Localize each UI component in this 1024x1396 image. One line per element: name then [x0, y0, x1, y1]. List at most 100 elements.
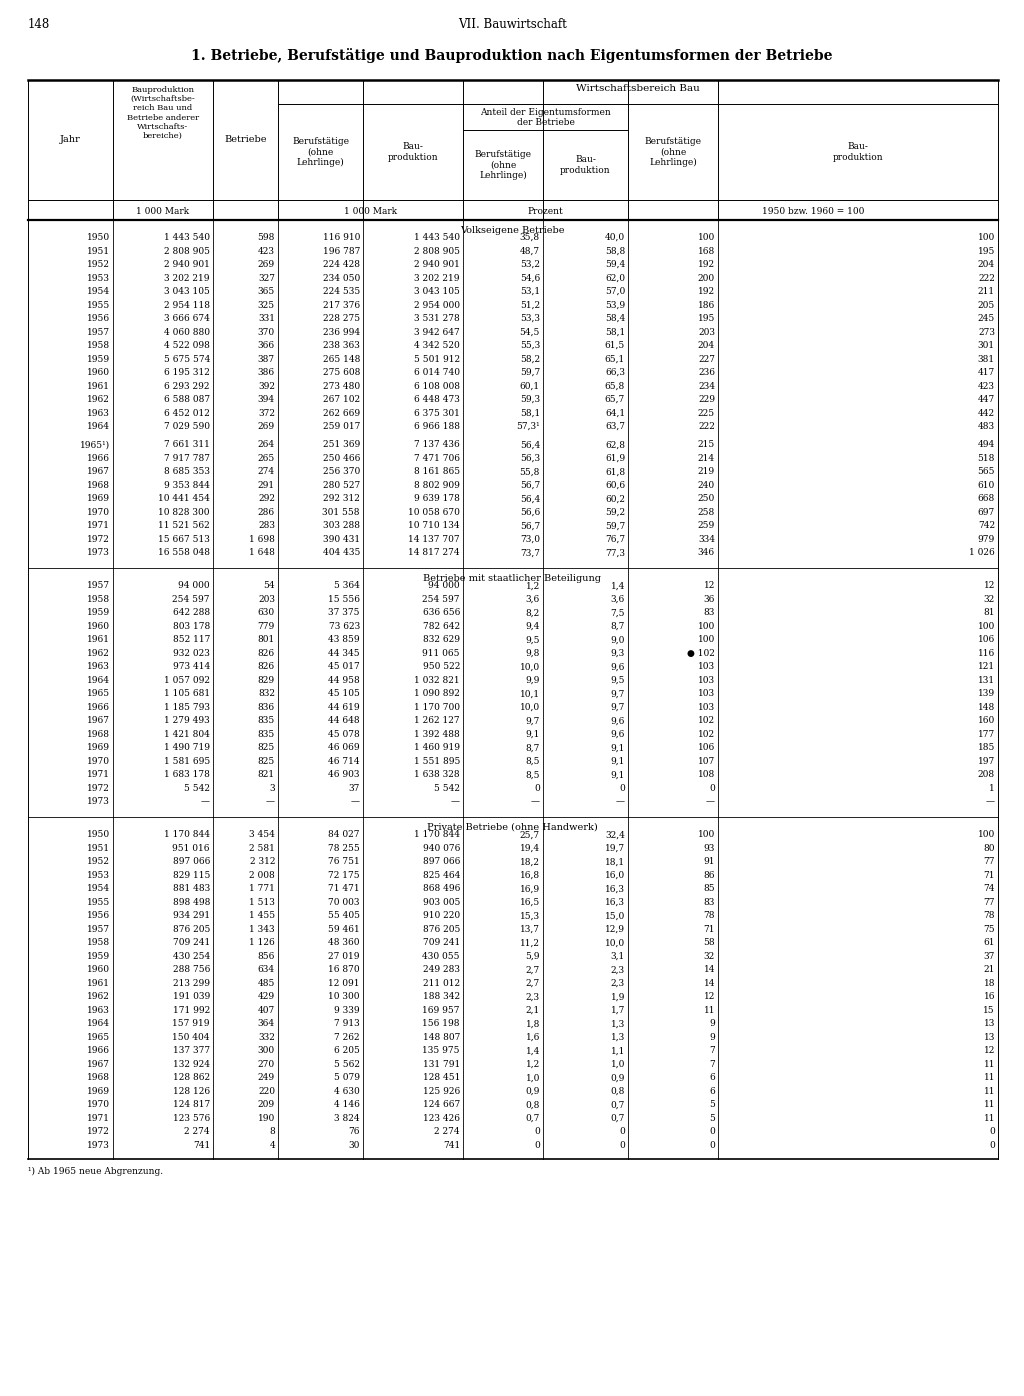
Text: 157 919: 157 919: [172, 1019, 210, 1029]
Text: 2 940 901: 2 940 901: [164, 260, 210, 269]
Text: 1950 bzw. 1960 = 100: 1950 bzw. 1960 = 100: [762, 207, 864, 215]
Text: 2,3: 2,3: [611, 979, 625, 988]
Text: 4 146: 4 146: [334, 1100, 360, 1110]
Text: 59,4: 59,4: [605, 260, 625, 269]
Text: ● 102: ● 102: [687, 649, 715, 658]
Text: 1 057 092: 1 057 092: [164, 676, 210, 685]
Text: 156 198: 156 198: [423, 1019, 460, 1029]
Text: 62,0: 62,0: [605, 274, 625, 282]
Text: 404 435: 404 435: [323, 549, 360, 557]
Text: 10 058 670: 10 058 670: [409, 508, 460, 517]
Text: 2 940 901: 2 940 901: [414, 260, 460, 269]
Text: 7 913: 7 913: [334, 1019, 360, 1029]
Text: 273: 273: [978, 328, 995, 336]
Text: 951 016: 951 016: [172, 843, 210, 853]
Text: 78: 78: [703, 912, 715, 920]
Text: 1971: 1971: [87, 771, 110, 779]
Text: 3 043 105: 3 043 105: [414, 288, 460, 296]
Text: 1 343: 1 343: [250, 926, 275, 934]
Text: 8,2: 8,2: [525, 609, 540, 617]
Text: 610: 610: [978, 480, 995, 490]
Text: 45 078: 45 078: [329, 730, 360, 738]
Text: 2 274: 2 274: [184, 1128, 210, 1136]
Text: 2 808 905: 2 808 905: [414, 247, 460, 255]
Text: 1 170 844: 1 170 844: [414, 831, 460, 839]
Text: 132 924: 132 924: [173, 1060, 210, 1069]
Text: 65,1: 65,1: [605, 355, 625, 363]
Text: 0: 0: [620, 1128, 625, 1136]
Text: 430 254: 430 254: [173, 952, 210, 960]
Text: 236: 236: [698, 369, 715, 377]
Text: 5 542: 5 542: [184, 783, 210, 793]
Text: 245: 245: [978, 314, 995, 322]
Text: 16,8: 16,8: [520, 871, 540, 879]
Text: 6: 6: [710, 1087, 715, 1096]
Text: 897 066: 897 066: [423, 857, 460, 867]
Text: Wirtschaftsbereich Bau: Wirtschaftsbereich Bau: [577, 84, 699, 94]
Text: 258: 258: [697, 508, 715, 517]
Text: 668: 668: [978, 494, 995, 504]
Text: 58,2: 58,2: [520, 355, 540, 363]
Text: 1966: 1966: [87, 1047, 110, 1055]
Text: 826: 826: [258, 649, 275, 658]
Text: 1967: 1967: [87, 716, 110, 726]
Text: 30: 30: [348, 1141, 360, 1150]
Text: 211: 211: [978, 288, 995, 296]
Text: 192: 192: [698, 260, 715, 269]
Text: Bau-
produktion: Bau- produktion: [388, 142, 438, 162]
Text: 103: 103: [698, 690, 715, 698]
Text: 37: 37: [348, 783, 360, 793]
Text: 0,8: 0,8: [525, 1100, 540, 1110]
Text: 168: 168: [697, 247, 715, 255]
Text: 1 026: 1 026: [970, 549, 995, 557]
Text: 18: 18: [983, 979, 995, 988]
Text: Bau-
produktion: Bau- produktion: [560, 155, 610, 174]
Text: 910 220: 910 220: [423, 912, 460, 920]
Text: 634: 634: [258, 966, 275, 974]
Text: 1,8: 1,8: [525, 1019, 540, 1029]
Text: 1,0: 1,0: [525, 1074, 540, 1082]
Text: 203: 203: [258, 595, 275, 604]
Text: 5 364: 5 364: [334, 581, 360, 591]
Text: 301 558: 301 558: [323, 508, 360, 517]
Text: 7: 7: [710, 1047, 715, 1055]
Text: 483: 483: [978, 422, 995, 431]
Text: 494: 494: [978, 440, 995, 450]
Text: 4 342 520: 4 342 520: [415, 341, 460, 350]
Text: 59,7: 59,7: [605, 521, 625, 530]
Text: 1 262 127: 1 262 127: [415, 716, 460, 726]
Text: 852 117: 852 117: [173, 635, 210, 645]
Text: 0: 0: [620, 1141, 625, 1150]
Text: 37: 37: [984, 952, 995, 960]
Text: 53,3: 53,3: [520, 314, 540, 322]
Text: 1 698: 1 698: [249, 535, 275, 544]
Text: 642 288: 642 288: [173, 609, 210, 617]
Text: 8: 8: [269, 1128, 275, 1136]
Text: 275 608: 275 608: [323, 369, 360, 377]
Text: 12 091: 12 091: [329, 979, 360, 988]
Text: 1959: 1959: [87, 355, 110, 363]
Text: 950 522: 950 522: [423, 662, 460, 671]
Text: 1968: 1968: [87, 1074, 110, 1082]
Text: 1964: 1964: [87, 676, 110, 685]
Text: 9,8: 9,8: [525, 649, 540, 658]
Text: 73,7: 73,7: [520, 549, 540, 557]
Text: 148 807: 148 807: [423, 1033, 460, 1041]
Text: 60,6: 60,6: [605, 480, 625, 490]
Text: 5 501 912: 5 501 912: [414, 355, 460, 363]
Text: 61,8: 61,8: [605, 468, 625, 476]
Text: 1973: 1973: [87, 1141, 110, 1150]
Text: 1957: 1957: [87, 581, 110, 591]
Text: 16: 16: [983, 993, 995, 1001]
Text: 5,9: 5,9: [525, 952, 540, 960]
Text: 84 027: 84 027: [329, 831, 360, 839]
Text: 12: 12: [703, 581, 715, 591]
Text: 7,5: 7,5: [610, 609, 625, 617]
Text: 1963: 1963: [87, 1007, 110, 1015]
Text: 71 471: 71 471: [329, 885, 360, 893]
Text: 0,9: 0,9: [610, 1074, 625, 1082]
Text: 12: 12: [703, 993, 715, 1001]
Text: 234: 234: [698, 381, 715, 391]
Text: 1 392 488: 1 392 488: [415, 730, 460, 738]
Text: 123 576: 123 576: [173, 1114, 210, 1122]
